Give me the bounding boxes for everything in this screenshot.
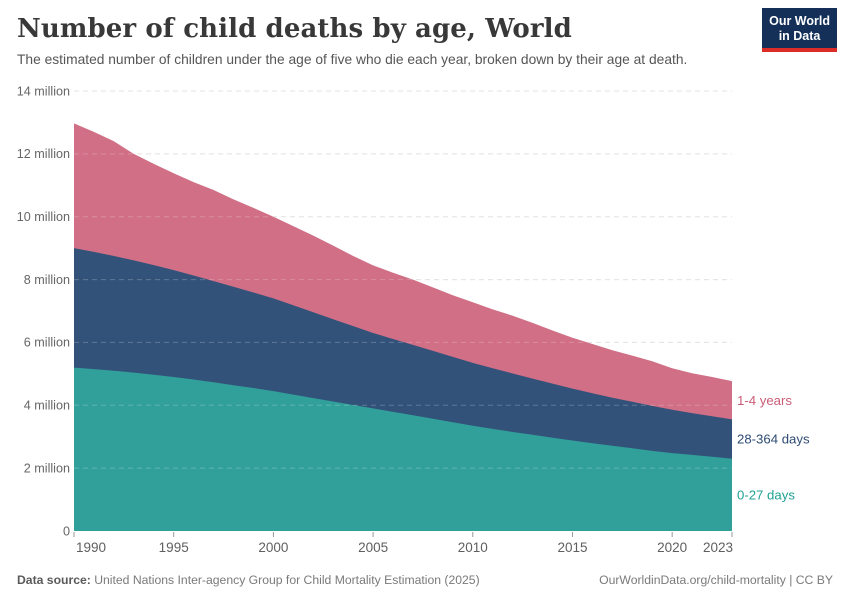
chart-footer: Data source: United Nations Inter-agency…: [17, 573, 833, 587]
y-axis-label: 2 million: [24, 461, 70, 475]
y-axis-label: 8 million: [24, 273, 70, 287]
legend-label-28-364-days[interactable]: 28-364 days: [737, 432, 810, 447]
data-source: Data source: United Nations Inter-agency…: [17, 573, 480, 587]
x-axis-label: 2020: [657, 540, 687, 555]
x-axis-label: 2010: [458, 540, 488, 555]
x-axis-label: 2000: [258, 540, 288, 555]
chart-subtitle: The estimated number of children under t…: [17, 52, 688, 67]
owid-link[interactable]: OurWorldinData.org/child-mortality | CC …: [599, 573, 833, 587]
y-axis-label: 12 million: [17, 147, 70, 161]
y-axis-label: 4 million: [24, 399, 70, 413]
y-axis-label: 14 million: [17, 84, 70, 98]
x-axis-label: 2015: [557, 540, 587, 555]
x-axis-label: 1990: [76, 540, 106, 555]
y-axis-label: 10 million: [17, 210, 70, 224]
y-axis-label: 0: [63, 524, 70, 538]
owid-logo-line2: in Data: [778, 29, 821, 43]
x-axis-label: 2005: [358, 540, 388, 555]
owid-logo[interactable]: Our World in Data: [762, 8, 837, 52]
stacked-area-chart[interactable]: 0 2 million 4 million 6 million 8 million 10 …: [0, 80, 850, 575]
page-title: Number of child deaths by age, World: [17, 14, 572, 44]
x-axis-label: 1995: [159, 540, 189, 555]
data-source-text: United Nations Inter-agency Group for Ch…: [90, 573, 480, 587]
legend-label-1-4-years[interactable]: 1-4 years: [737, 393, 792, 408]
y-axis-label: 6 million: [24, 336, 70, 350]
legend-label-0-27-days[interactable]: 0-27 days: [737, 487, 795, 502]
area-0-27-days[interactable]: [74, 367, 732, 531]
data-source-label: Data source:: [17, 573, 91, 587]
owid-logo-line1: Our World: [769, 14, 830, 28]
x-axis-label: 2023: [703, 540, 733, 555]
